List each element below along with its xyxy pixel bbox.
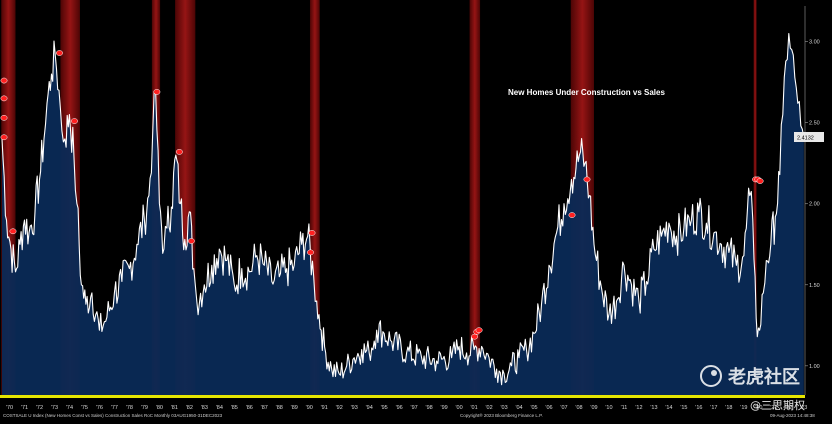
x-tick-label: '09 [590,405,597,411]
event-marker-2 [0,114,8,121]
x-tick-label: '22 [785,405,792,411]
x-tick-label: '05 [530,405,537,411]
x-axis: '70 '71 '72 '73 '74 '75 '76 '77 '78 '79 '80 '81 '82 '… [6,405,807,411]
footer-right: 09-Aug-2023 14:48:38 [770,413,815,418]
event-marker-12 [471,333,479,340]
x-tick-label: '76 [96,405,103,411]
x-tick-label: '83 [201,405,208,411]
event-marker-0 [0,77,8,84]
x-tick-label: '99 [441,405,448,411]
x-tick-label: '86 [246,405,253,411]
event-marker-16 [583,176,591,183]
x-tick-label: '02 [485,405,492,411]
x-tick-label: '12 [635,405,642,411]
event-marker-14 [475,327,483,334]
x-tick-label: '89 [291,405,298,411]
x-tick-label: '15 [680,405,687,411]
event-markers [0,50,764,340]
watermark-main: 老虎社区 [728,366,800,388]
x-tick-label: '71 [21,405,28,411]
x-tick-label: '11 [621,405,628,411]
x-tick-label: '96 [396,405,403,411]
tiger-logo-icon [700,365,722,387]
x-tick-label: '16 [695,405,702,411]
x-tick-label: '88 [276,405,283,411]
x-tick-label: '00 [456,405,463,411]
recession-band-5 [469,0,481,395]
tiger-logo-dot [711,370,717,376]
x-tick-label: '77 [111,405,118,411]
x-tick-label: '98 [426,405,433,411]
event-marker-6 [70,118,78,124]
event-marker-7 [153,89,161,95]
x-tick-label: '01 [471,405,478,411]
series-line [1,33,805,386]
x-tick-label: '17 [710,405,717,411]
x-tick-label: '82 [186,405,193,411]
y-tick-label: 1.00 [809,364,820,370]
x-tick-label: '13 [650,405,657,411]
x-tick-label: '04 [515,405,522,411]
chart-title: New Homes Under Construction vs Sales [508,88,665,97]
x-tick-label: '93 [351,405,358,411]
footer-left: COSTSALE U Index (New Homes Const vs Sal… [3,413,223,418]
x-tick-label: '20 [755,405,762,411]
y-tick-label: 2.00 [809,202,820,208]
series-line-path [1,33,805,386]
watermark: 老虎社区 @三思期权 [700,365,805,412]
y-tick-label: 3.00 [809,40,820,46]
y-axis: 1.00 1.50 2.00 2.50 3.00 [804,6,820,395]
watermark-sub: @三思期权 [750,399,805,412]
event-marker-9 [187,238,195,244]
x-tick-label: '18 [725,405,732,411]
x-tick-label: '84 [216,405,223,411]
y-tick-label: 2.50 [809,121,820,127]
x-tick-label: '79 [141,405,148,411]
footer-center: Copyright® 2023 Bloomberg Finance L.P. [460,412,543,418]
x-tick-label: '85 [231,405,238,411]
x-tick-label: '21 [770,405,777,411]
event-marker-11 [307,249,314,256]
x-tick-label: '81 [171,405,178,411]
x-tick-label: '73 [51,405,58,411]
event-marker-1 [0,95,8,102]
event-marker-15 [568,212,576,218]
x-tick-label: '23 [800,405,807,411]
event-marker-19 [756,178,764,184]
event-marker-3 [0,134,8,141]
event-marker-4 [9,228,17,235]
x-tick-label: '08 [575,405,582,411]
last-value-label: 2.4132 [797,136,814,142]
x-tick-label: '07 [560,405,567,411]
x-tick-label: '80 [156,405,163,411]
recession-band-4 [309,0,320,395]
x-tick-label: '91 [321,405,328,411]
x-tick-label: '95 [381,405,388,411]
x-tick-label: '14 [665,405,672,411]
x-tick-label: '10 [605,405,612,411]
x-tick-label: '87 [261,405,268,411]
last-value-box [794,132,824,142]
event-marker-5 [56,50,63,56]
event-marker-10 [308,230,316,236]
x-tick-label: '78 [126,405,133,411]
event-marker-8 [175,149,183,155]
x-tick-label: '75 [81,405,88,411]
recession-band-7 [753,0,757,395]
x-tick-label: '92 [336,405,343,411]
x-tick-label: '19 [740,405,747,411]
y-tick-label: 1.50 [809,283,820,289]
x-tick-label: '72 [36,405,43,411]
x-tick-label: '70 [6,405,13,411]
x-axis-band [0,395,805,398]
x-tick-label: '90 [306,405,313,411]
x-tick-label: '74 [66,405,73,411]
x-tick-label: '97 [411,405,418,411]
x-tick-label: '03 [500,405,507,411]
x-tick-label: '94 [366,405,373,411]
x-tick-label: '06 [545,405,552,411]
